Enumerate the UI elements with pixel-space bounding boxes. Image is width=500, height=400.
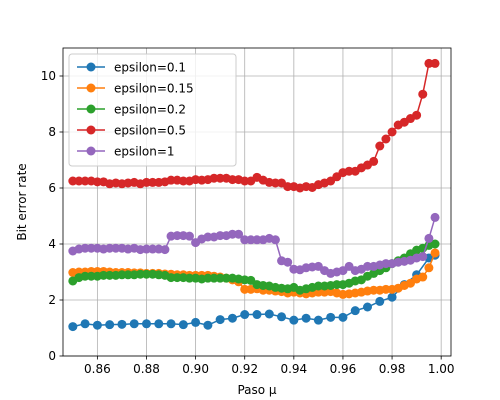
legend: epsilon=0.1 epsilon=0.15 epsilon=0.2 epsilo… (68, 53, 237, 167)
legend-item: epsilon=0.5 (77, 124, 186, 138)
data-point (424, 263, 434, 273)
y-tick-label: 2 (48, 293, 56, 307)
data-point (240, 310, 250, 320)
y-tick-label: 0 (48, 349, 56, 363)
data-point (203, 320, 213, 330)
legend-marker (86, 146, 96, 156)
data-point (160, 245, 170, 255)
data-point (80, 319, 90, 329)
data-point (154, 319, 164, 329)
data-point (375, 296, 385, 306)
legend-box (68, 53, 237, 167)
y-tick-label: 8 (48, 125, 56, 139)
data-point (141, 319, 151, 329)
series-epsilon=0.5 (68, 58, 440, 193)
data-point (283, 257, 293, 267)
data-point (234, 229, 244, 239)
data-point (430, 58, 440, 68)
y-axis-label: Bit error rate (15, 163, 29, 240)
data-point (369, 156, 379, 166)
y-tick-label: 4 (48, 237, 56, 251)
data-point (270, 235, 280, 245)
legend-label: epsilon=0.1 (114, 61, 186, 75)
y-tick-label: 6 (48, 181, 56, 195)
data-point (338, 312, 348, 322)
legend-marker (86, 83, 96, 93)
x-tick-label: 0.88 (133, 362, 160, 376)
series-group (68, 58, 440, 332)
x-axis-label: Paso μ (237, 383, 276, 397)
legend-marker (86, 62, 96, 72)
data-point (264, 309, 274, 319)
data-point (418, 252, 428, 262)
data-point (363, 302, 373, 312)
data-point (277, 312, 287, 322)
legend-label: epsilon=0.15 (114, 82, 194, 96)
y-tick-label: 10 (41, 69, 56, 83)
series-epsilon=0.1 (68, 250, 440, 332)
legend-marker (86, 104, 96, 114)
data-point (418, 89, 428, 99)
data-point (375, 141, 385, 151)
data-point (387, 292, 397, 302)
data-point (430, 239, 440, 249)
data-point (381, 134, 391, 144)
data-point (313, 315, 323, 325)
x-tick-label: 0.98 (379, 362, 406, 376)
data-point (184, 231, 194, 241)
legend-item: epsilon=0.15 (77, 82, 194, 96)
data-point (215, 315, 225, 325)
x-tick-label: 0.92 (231, 362, 258, 376)
x-tick-label: 0.96 (330, 362, 357, 376)
legend-item: epsilon=0.1 (77, 61, 186, 75)
data-point (430, 212, 440, 222)
data-point (418, 272, 428, 282)
data-point (289, 315, 299, 325)
legend-item: epsilon=1 (77, 145, 175, 159)
data-point (387, 127, 397, 137)
data-point (412, 110, 422, 120)
data-point (424, 233, 434, 243)
data-point (252, 310, 262, 320)
data-point (129, 319, 139, 329)
x-tick-label: 0.90 (182, 362, 209, 376)
x-tick-label: 1.00 (428, 362, 455, 376)
data-point (227, 313, 237, 323)
data-point (350, 306, 360, 316)
legend-label: epsilon=0.5 (114, 124, 186, 138)
data-point (105, 320, 115, 330)
x-tick-label: 0.86 (84, 362, 111, 376)
legend-label: epsilon=1 (114, 145, 175, 159)
series-epsilon=0.2 (68, 239, 440, 295)
data-point (166, 319, 176, 329)
data-point (430, 248, 440, 258)
x-tick-label: 0.94 (280, 362, 307, 376)
data-point (191, 317, 201, 327)
axis-ticks: 0.86 0.88 0.90 0.92 0.94 0.96 0.98 1.00 0 2 4 6 8 10 (41, 69, 455, 376)
plot-frame (62, 47, 452, 357)
data-point (326, 312, 336, 322)
legend-marker (86, 125, 96, 135)
data-point (92, 320, 102, 330)
data-point (68, 322, 78, 332)
data-point (178, 320, 188, 330)
legend-label: epsilon=0.2 (114, 103, 186, 117)
data-point (117, 319, 127, 329)
legend-item: epsilon=0.2 (77, 103, 186, 117)
data-point (301, 313, 311, 323)
series-epsilon=1 (68, 212, 440, 278)
